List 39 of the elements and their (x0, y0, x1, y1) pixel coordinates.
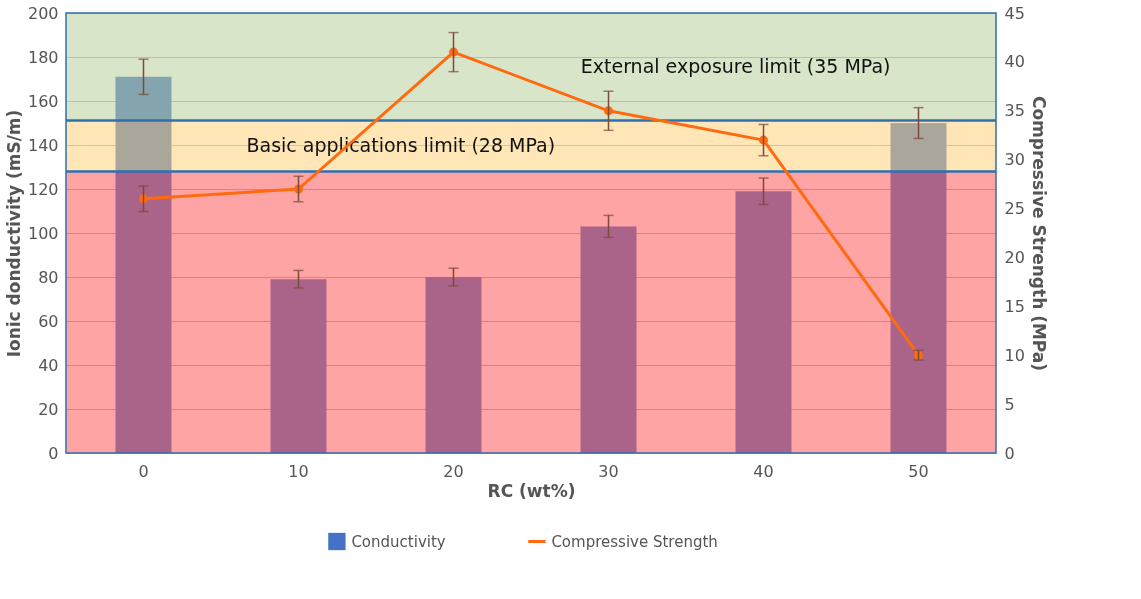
x-tick-label: 40 (753, 461, 774, 481)
y-tick-label: 100 (27, 223, 59, 243)
bar (735, 191, 792, 453)
y-tick-label: 20 (38, 399, 59, 419)
y2-tick-label: 45 (1004, 3, 1025, 23)
y2-tick-label: 40 (1004, 52, 1025, 72)
y2-axis-title: Compressive Strength (MPa) (1028, 95, 1049, 372)
bar (425, 277, 482, 453)
y-tick-label: 160 (27, 91, 59, 111)
bar (580, 226, 637, 453)
y2-tick-label: 0 (1004, 443, 1015, 463)
y2-tick-label: 10 (1004, 345, 1025, 365)
y-tick-label: 140 (27, 135, 59, 155)
x-axis-title: RC (wt%) (487, 480, 576, 501)
bar (115, 76, 172, 453)
legend-label: Conductivity (351, 532, 446, 551)
y-tick-label: 200 (27, 3, 59, 23)
bar (270, 279, 327, 453)
x-tick-label: 30 (598, 461, 619, 481)
y-tick-label: 60 (38, 311, 59, 331)
y-tick-label: 40 (38, 355, 59, 375)
y-tick-label: 0 (48, 443, 59, 463)
x-tick-label: 10 (288, 461, 309, 481)
bar (890, 123, 947, 453)
y2-tick-label: 25 (1004, 199, 1025, 219)
y2-tick-label: 20 (1004, 247, 1025, 267)
x-tick-label: 0 (138, 461, 149, 481)
x-tick-label: 20 (443, 461, 464, 481)
y2-tick-label: 15 (1004, 296, 1025, 316)
x-tick-label: 50 (908, 461, 929, 481)
y2-tick-label: 30 (1004, 150, 1025, 170)
y-axis-title: Ionic donductivity (mS/m) (3, 109, 24, 358)
y2-tick-label: 35 (1004, 101, 1025, 121)
y-tick-label: 120 (27, 179, 59, 199)
band-label: External exposure limit (35 MPa) (580, 54, 891, 77)
y-tick-label: 80 (38, 267, 59, 287)
y-tick-label: 180 (27, 47, 59, 67)
y2-tick-label: 5 (1004, 394, 1015, 414)
legend-label: Compressive Strength (551, 532, 718, 551)
